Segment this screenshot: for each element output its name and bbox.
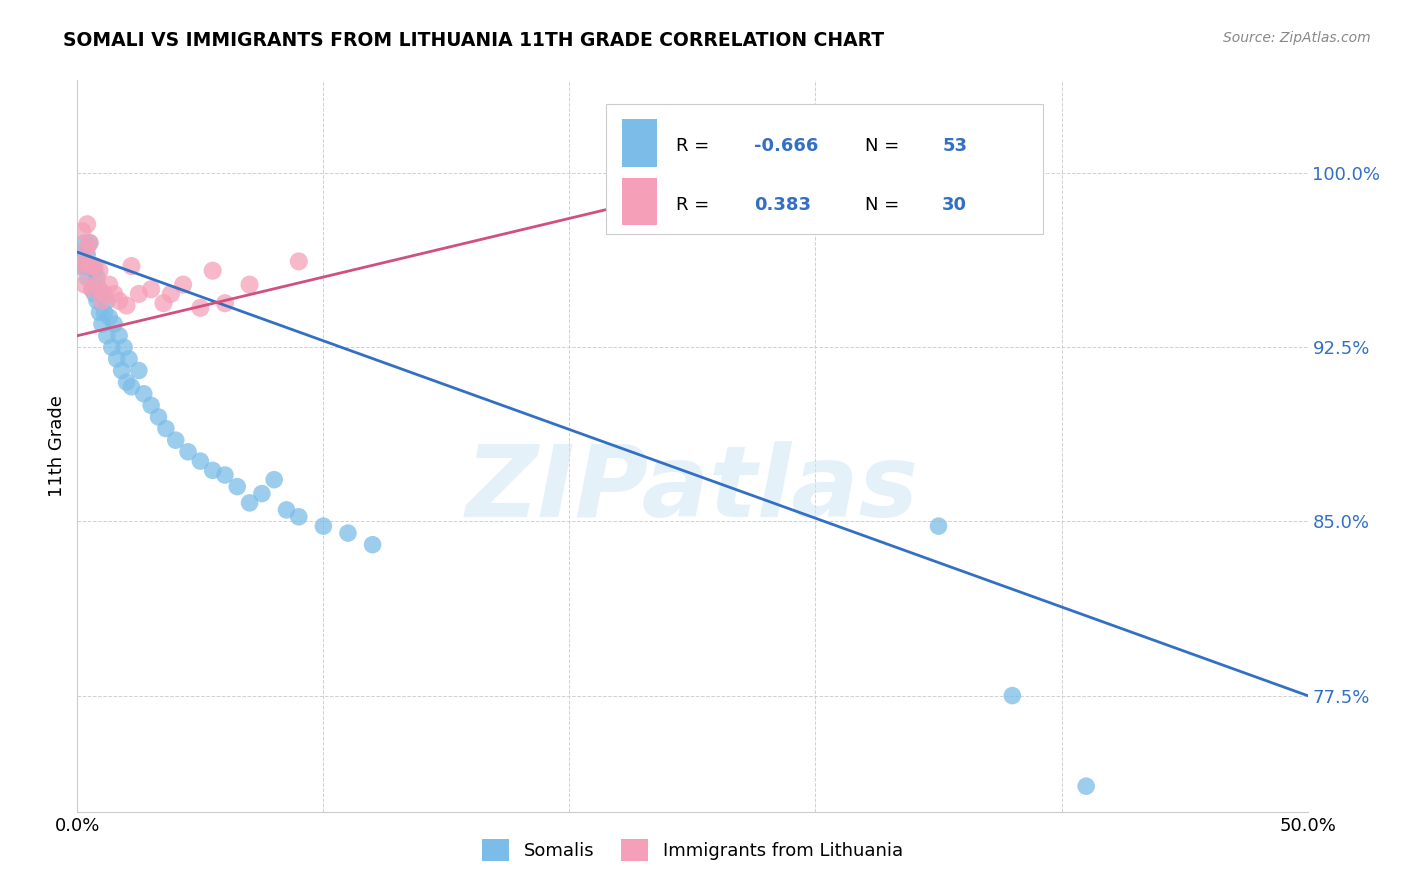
Point: [128, 363, 150, 377]
Point: [128, 286, 150, 301]
Point: [132, 386, 155, 401]
Point: [70, 247, 93, 261]
FancyBboxPatch shape: [623, 178, 657, 225]
Point: [118, 351, 141, 366]
Point: [226, 480, 249, 494]
Point: [69, 259, 91, 273]
Point: [70, 224, 93, 238]
Point: [90, 293, 114, 308]
Point: [90, 286, 114, 301]
Point: [79, 259, 101, 273]
Point: [86, 270, 108, 285]
Point: [76, 240, 98, 254]
Point: [96, 293, 118, 308]
Point: [73, 254, 96, 268]
FancyBboxPatch shape: [606, 103, 1043, 234]
Text: N =: N =: [865, 137, 904, 155]
FancyBboxPatch shape: [623, 119, 657, 167]
Point: [288, 254, 311, 268]
Point: [98, 310, 121, 325]
Point: [76, 217, 98, 231]
Point: [188, 454, 212, 468]
Point: [152, 296, 174, 310]
Point: [121, 259, 143, 273]
Point: [83, 286, 105, 301]
Point: [115, 299, 138, 313]
Point: [239, 496, 262, 510]
Point: [288, 509, 311, 524]
Point: [103, 286, 125, 301]
Point: [1076, 779, 1098, 793]
Point: [79, 259, 101, 273]
Text: 30: 30: [942, 195, 967, 213]
Point: [108, 293, 131, 308]
Point: [83, 259, 105, 273]
Point: [83, 263, 105, 277]
Point: [214, 468, 236, 483]
Point: [76, 247, 98, 261]
Point: [121, 380, 143, 394]
Point: [73, 277, 96, 292]
Point: [1001, 689, 1024, 703]
Point: [82, 282, 104, 296]
Point: [165, 433, 187, 447]
Point: [93, 286, 115, 301]
Point: [108, 328, 131, 343]
Point: [312, 519, 335, 533]
Point: [73, 259, 96, 273]
Point: [89, 282, 111, 296]
Point: [105, 351, 128, 366]
Point: [148, 409, 170, 424]
Point: [103, 317, 125, 331]
Point: [201, 463, 224, 477]
Text: 53: 53: [942, 137, 967, 155]
Text: N =: N =: [865, 195, 904, 213]
Point: [141, 282, 163, 296]
Point: [337, 526, 360, 541]
Point: [928, 519, 950, 533]
Text: -0.666: -0.666: [754, 137, 818, 155]
Point: [101, 340, 124, 354]
Legend: Somalis, Immigrants from Lithuania: Somalis, Immigrants from Lithuania: [475, 832, 910, 869]
Point: [76, 270, 98, 285]
Y-axis label: 11th Grade: 11th Grade: [48, 395, 66, 497]
Point: [239, 277, 262, 292]
Point: [79, 235, 101, 250]
Text: R =: R =: [676, 195, 716, 213]
Point: [86, 293, 108, 308]
Point: [89, 263, 111, 277]
Point: [361, 538, 384, 552]
Point: [96, 328, 118, 343]
Point: [69, 259, 91, 273]
Point: [98, 277, 121, 292]
Point: [82, 259, 104, 273]
Point: [141, 398, 163, 412]
Point: [250, 486, 273, 500]
Point: [112, 340, 135, 354]
Point: [177, 445, 200, 459]
Text: 0.383: 0.383: [754, 195, 811, 213]
Point: [90, 317, 114, 331]
Text: R =: R =: [676, 137, 716, 155]
Point: [86, 277, 108, 292]
Point: [160, 286, 183, 301]
Point: [201, 263, 224, 277]
Text: SOMALI VS IMMIGRANTS FROM LITHUANIA 11TH GRADE CORRELATION CHART: SOMALI VS IMMIGRANTS FROM LITHUANIA 11TH…: [63, 31, 884, 50]
Point: [172, 277, 194, 292]
Point: [214, 296, 236, 310]
Text: ZIPatlas: ZIPatlas: [465, 442, 920, 539]
Point: [79, 235, 101, 250]
Point: [755, 166, 778, 180]
Point: [155, 421, 177, 435]
Point: [263, 473, 285, 487]
Point: [111, 363, 132, 377]
Point: [89, 305, 111, 319]
Point: [73, 235, 96, 250]
Point: [115, 375, 138, 389]
Text: Source: ZipAtlas.com: Source: ZipAtlas.com: [1223, 31, 1371, 45]
Point: [188, 301, 212, 315]
Point: [93, 305, 115, 319]
Point: [276, 503, 298, 517]
Point: [82, 282, 104, 296]
